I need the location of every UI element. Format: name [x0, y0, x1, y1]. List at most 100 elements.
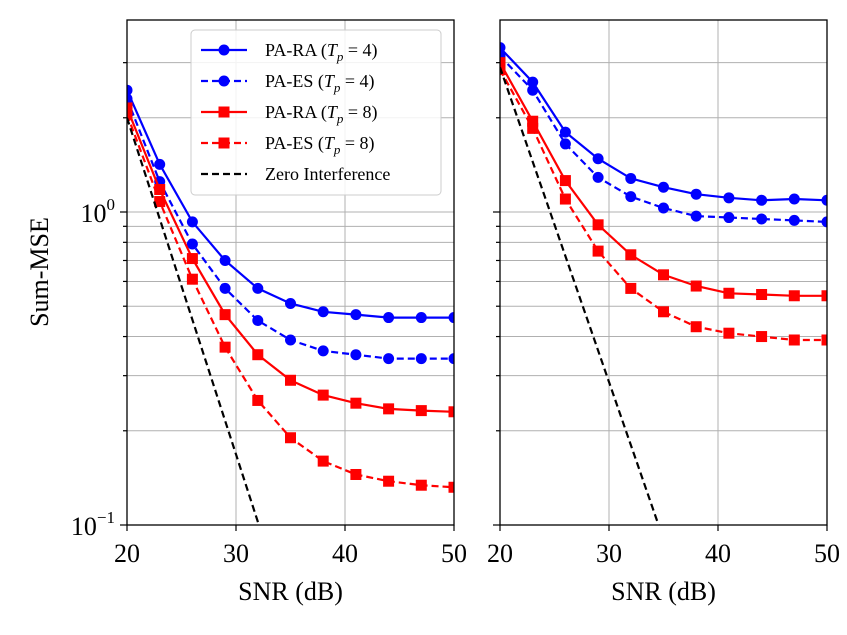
legend-entry: PA-ES (Tp = 4)	[201, 71, 375, 95]
x-tick-label: 20	[114, 539, 140, 568]
data-point	[500, 64, 506, 76]
data-point	[821, 290, 827, 302]
data-point	[154, 184, 166, 196]
x-tick-label: 30	[223, 539, 249, 568]
y-tick-label: 100	[81, 195, 116, 228]
data-point	[219, 309, 231, 321]
data-point	[186, 216, 198, 228]
legend-box	[190, 29, 442, 196]
data-point	[592, 219, 604, 231]
y-axis-label: Sum-MSE	[25, 217, 54, 327]
data-point	[383, 312, 395, 324]
right-subplot: 20 30 40 50 SNR (dB)	[487, 19, 840, 606]
data-point	[415, 405, 427, 417]
series-pa-es-tp-4-	[127, 93, 454, 365]
data-point	[219, 254, 231, 266]
data-point	[756, 331, 768, 343]
data-point	[625, 191, 637, 203]
data-point	[756, 194, 768, 206]
data-point	[219, 341, 231, 353]
axes-frame	[126, 19, 455, 526]
data-point	[415, 353, 427, 365]
data-point	[723, 287, 735, 299]
series-zero-interference	[500, 66, 660, 525]
data-point	[821, 334, 827, 346]
data-point	[448, 312, 454, 324]
data-point	[154, 196, 166, 208]
data-point	[821, 216, 827, 228]
data-point	[559, 175, 571, 187]
x-axis-label: SNR (dB)	[611, 577, 716, 606]
data-point	[527, 76, 539, 88]
data-point	[723, 192, 735, 204]
data-point	[383, 475, 395, 487]
series-pa-es-tp-8-	[500, 64, 827, 346]
data-point	[625, 172, 637, 184]
data-point	[127, 93, 133, 105]
data-point	[658, 181, 669, 193]
data-point	[186, 253, 198, 265]
data-point	[317, 345, 329, 357]
data-point	[658, 269, 669, 281]
data-point	[186, 238, 198, 250]
series-line	[500, 46, 827, 202]
x-tick-label: 40	[705, 539, 731, 568]
data-point	[723, 212, 735, 224]
x-tick-label: 40	[332, 539, 358, 568]
data-point	[559, 193, 571, 205]
data-point	[317, 389, 329, 401]
legend-entry: PA-RA (Tp = 4)	[201, 40, 378, 64]
left-subplot: 20 30 40 50 SNR (dB) 100 10−1	[71, 19, 467, 606]
data-point	[285, 374, 296, 386]
data-point	[186, 273, 198, 285]
x-tick-label: 30	[596, 539, 622, 568]
data-point	[527, 122, 539, 134]
legend-marker	[218, 106, 230, 118]
data-point	[448, 481, 454, 493]
data-point	[350, 468, 362, 480]
series-pa-es-tp-4-	[500, 50, 827, 228]
data-point	[756, 213, 768, 225]
data-point	[788, 334, 800, 346]
data-point	[448, 406, 454, 418]
data-point	[252, 315, 264, 327]
legend-label: Zero Interference	[265, 164, 390, 184]
data-point	[317, 306, 329, 318]
series-line	[500, 55, 827, 223]
series-pa-ra-tp-4-	[500, 42, 827, 206]
data-point	[690, 188, 702, 200]
series-line	[500, 66, 660, 525]
data-point	[690, 210, 702, 222]
x-tick-label: 20	[487, 539, 513, 568]
y-tick-label: 10−1	[71, 508, 115, 541]
legend: PA-RA (Tp = 4) PA-ES (Tp = 4) PA-RA (Tp = …	[190, 29, 442, 196]
x-tick-label: 50	[814, 539, 840, 568]
data-point	[154, 158, 166, 170]
data-point	[127, 108, 133, 120]
data-point	[252, 282, 264, 294]
data-point	[592, 153, 604, 165]
data-point	[350, 309, 362, 321]
data-point	[127, 84, 133, 96]
series-line	[500, 69, 827, 342]
legend-marker	[218, 137, 230, 149]
data-point	[383, 403, 395, 415]
data-point	[350, 349, 362, 361]
legend-entry: Zero Interference	[201, 164, 390, 184]
legend-label: PA-ES (Tp = 4)	[265, 71, 375, 95]
data-point	[285, 298, 296, 310]
series-pa-es-tp-8-	[127, 108, 454, 493]
legend-label: PA-RA (Tp = 8)	[265, 102, 378, 126]
data-point	[285, 334, 296, 346]
x-tick-label: 50	[441, 539, 467, 568]
axes-frame	[499, 19, 828, 526]
data-point	[592, 245, 604, 257]
data-point	[415, 312, 427, 324]
legend-label: PA-RA (Tp = 4)	[265, 40, 378, 64]
data-point	[219, 282, 231, 294]
plot-area	[127, 84, 454, 525]
data-point	[658, 202, 669, 214]
data-point	[500, 57, 506, 69]
data-point	[625, 282, 637, 294]
